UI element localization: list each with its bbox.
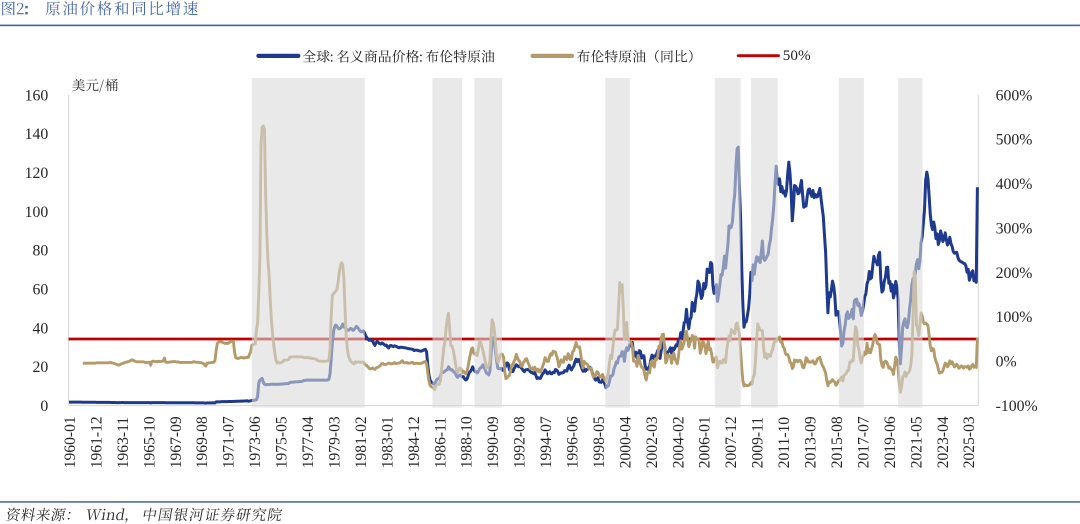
svg-text:1960-01: 1960-01 [62,416,79,468]
svg-text:1973-06: 1973-06 [247,416,264,468]
svg-text:200%: 200% [996,265,1033,282]
svg-text:1990-09: 1990-09 [485,416,502,468]
svg-text:1967-09: 1967-09 [168,416,185,468]
svg-text:1998-05: 1998-05 [591,416,608,468]
svg-text:1965-10: 1965-10 [141,416,158,468]
svg-text:2021-05: 2021-05 [908,416,925,468]
svg-text:1992-08: 1992-08 [512,416,529,468]
svg-text:50%: 50% [783,47,811,64]
svg-text:1979-03: 1979-03 [326,416,343,468]
svg-text:1975-05: 1975-05 [274,416,291,468]
svg-text:100%: 100% [996,309,1033,326]
svg-text:1969-08: 1969-08 [194,416,211,468]
svg-text:1996-06: 1996-06 [564,416,581,468]
svg-text:1983-01: 1983-01 [379,416,396,468]
svg-text:1963-11: 1963-11 [115,417,132,468]
svg-text:-100%: -100% [996,398,1038,415]
svg-text:2002-03: 2002-03 [644,416,661,468]
svg-text:2023-04: 2023-04 [935,416,952,468]
svg-text:2006-01: 2006-01 [697,416,714,468]
svg-text:2025-03: 2025-03 [961,416,978,468]
svg-text:2009-11: 2009-11 [750,417,767,468]
svg-text:1981-02: 1981-02 [353,416,370,468]
svg-text:80: 80 [33,243,49,260]
svg-text:1984-12: 1984-12 [406,416,423,468]
svg-text:60: 60 [33,281,49,298]
svg-text:300%: 300% [996,220,1033,237]
svg-text:1961-12: 1961-12 [88,416,105,468]
svg-text:2015-08: 2015-08 [829,416,846,468]
svg-text:100: 100 [25,204,49,221]
svg-text:1971-07: 1971-07 [221,416,238,468]
svg-text:2013-09: 2013-09 [803,416,820,468]
svg-text:0%: 0% [996,354,1017,371]
svg-text:2004-02: 2004-02 [670,416,687,468]
svg-text:2011-10: 2011-10 [776,417,793,469]
svg-text:2017-07: 2017-07 [855,416,872,468]
svg-text:600%: 600% [996,87,1033,104]
svg-text:1988-10: 1988-10 [459,416,476,468]
svg-text:2007-12: 2007-12 [723,416,740,468]
svg-text:2019-06: 2019-06 [882,416,899,468]
svg-text:1986-11: 1986-11 [432,417,449,468]
svg-text:160: 160 [25,87,49,104]
svg-text:2000-04: 2000-04 [617,416,634,468]
svg-text:400%: 400% [996,176,1033,193]
svg-text:1994-07: 1994-07 [538,416,555,468]
svg-text:140: 140 [25,126,49,143]
svg-text:40: 40 [33,320,49,337]
svg-text:120: 120 [25,165,49,182]
svg-text:0: 0 [40,398,48,415]
svg-text:500%: 500% [996,132,1033,149]
svg-text:1977-04: 1977-04 [300,416,317,468]
svg-text:20: 20 [33,359,49,376]
